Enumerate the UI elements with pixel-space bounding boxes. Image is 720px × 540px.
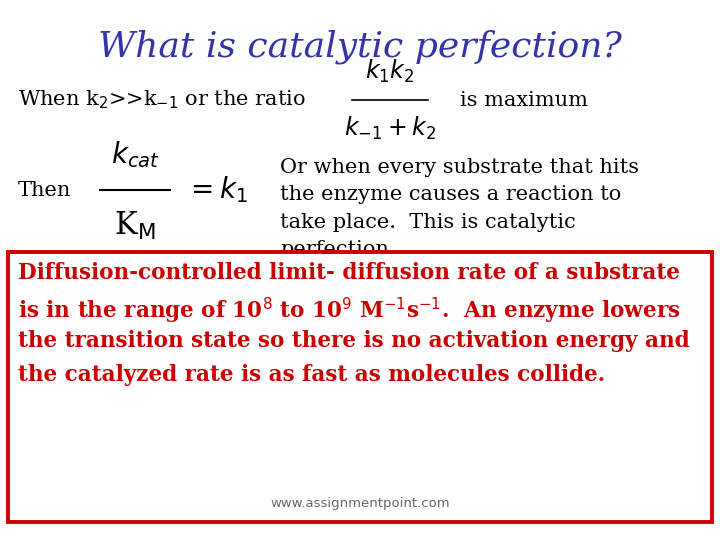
Text: $k_1k_2$: $k_1k_2$ [365,58,415,85]
Text: What is catalytic perfection?: What is catalytic perfection? [98,30,622,64]
Text: www.assignmentpoint.com: www.assignmentpoint.com [270,497,450,510]
Text: $= k_1$: $= k_1$ [185,174,248,205]
Text: $k_{cat}$: $k_{cat}$ [111,139,159,170]
Text: K$_{\mathsf{M}}$: K$_{\mathsf{M}}$ [114,210,156,242]
Text: $k_{-1}+k_2$: $k_{-1}+k_2$ [344,115,436,142]
Text: When k$_2$>>k$_{-1}$ or the ratio: When k$_2$>>k$_{-1}$ or the ratio [18,89,306,111]
Text: is maximum: is maximum [460,91,588,110]
Text: is in the range of 10$^8$ to 10$^9$ M$^{-1}$s$^{-1}$.  An enzyme lowers: is in the range of 10$^8$ to 10$^9$ M$^{… [18,296,680,326]
Text: Or when every substrate that hits
the enzyme causes a reaction to
take place.  T: Or when every substrate that hits the en… [280,158,639,259]
Text: Diffusion-controlled limit- diffusion rate of a substrate: Diffusion-controlled limit- diffusion ra… [18,262,680,284]
Text: Then: Then [18,180,71,199]
Text: the transition state so there is no activation energy and: the transition state so there is no acti… [18,330,690,352]
Text: the catalyzed rate is as fast as molecules collide.: the catalyzed rate is as fast as molecul… [18,364,605,386]
FancyBboxPatch shape [8,252,712,522]
